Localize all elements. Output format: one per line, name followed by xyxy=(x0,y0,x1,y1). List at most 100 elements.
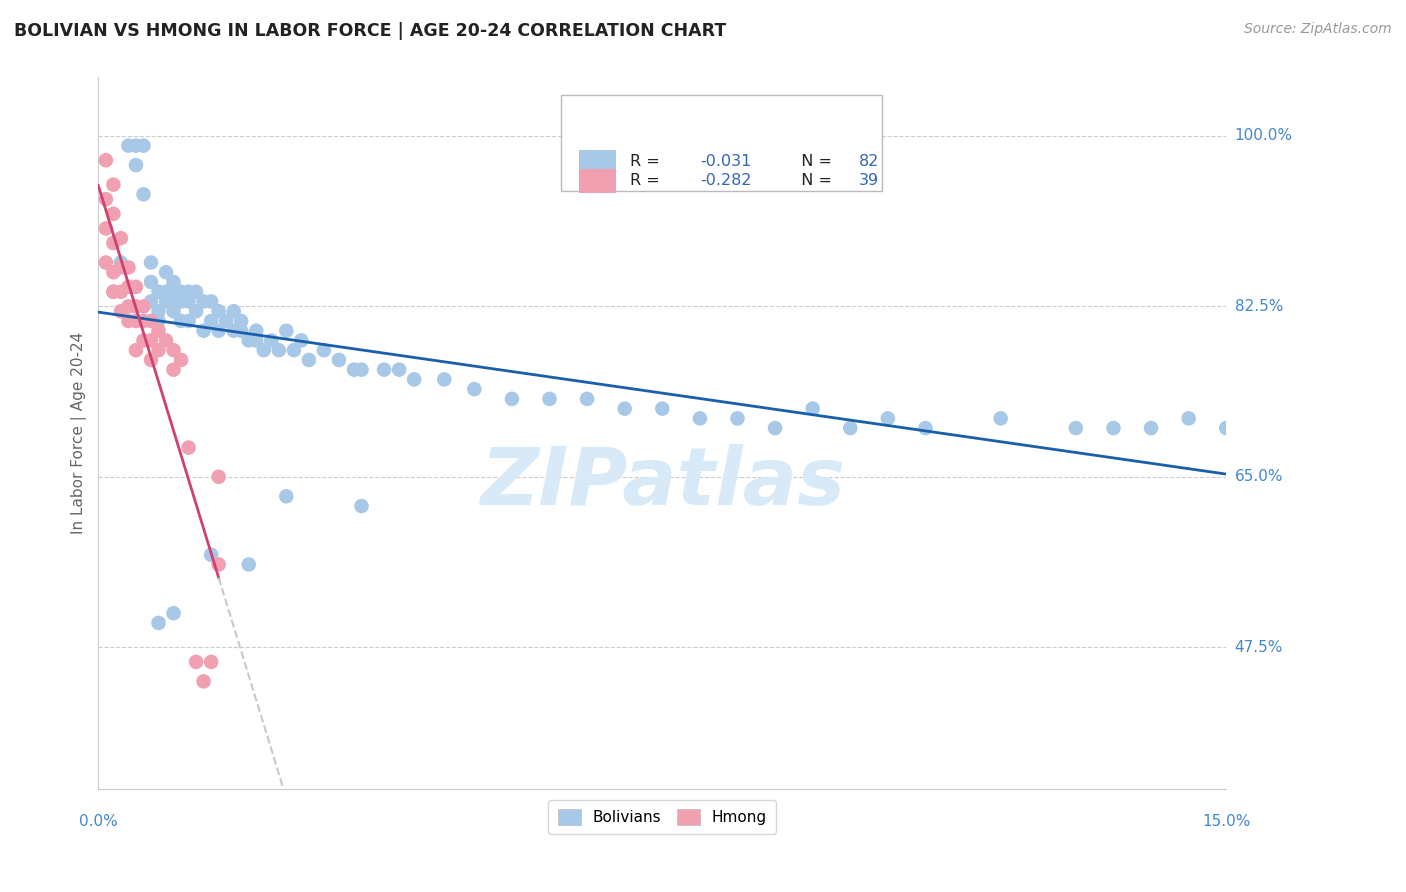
Point xyxy=(208,558,231,572)
Point xyxy=(193,674,215,689)
Text: 100.0%: 100.0% xyxy=(1234,128,1292,144)
Point xyxy=(238,334,260,348)
Point xyxy=(94,221,117,235)
Point xyxy=(1177,411,1199,425)
Point xyxy=(103,265,125,279)
Point xyxy=(276,489,298,503)
Point xyxy=(94,192,117,206)
Point xyxy=(276,324,298,338)
Text: -0.031: -0.031 xyxy=(700,154,752,169)
Point xyxy=(177,314,200,328)
Point xyxy=(208,324,231,338)
Point xyxy=(139,294,162,309)
Point xyxy=(132,299,155,313)
Point xyxy=(613,401,636,416)
Point xyxy=(162,285,184,299)
Point xyxy=(162,294,184,309)
Point xyxy=(170,285,193,299)
Text: 65.0%: 65.0% xyxy=(1234,469,1284,484)
Point xyxy=(162,275,184,289)
Point xyxy=(501,392,523,406)
Point xyxy=(94,255,117,269)
Point xyxy=(328,353,350,368)
Point xyxy=(125,158,148,172)
Point xyxy=(103,285,125,299)
Point xyxy=(125,299,148,313)
Text: 39: 39 xyxy=(859,173,879,188)
Point xyxy=(200,314,222,328)
Point xyxy=(245,324,267,338)
Point xyxy=(463,382,485,396)
Legend: Bolivians, Hmong: Bolivians, Hmong xyxy=(548,800,776,834)
Point xyxy=(132,187,155,202)
Point xyxy=(222,304,245,318)
Point xyxy=(103,207,125,221)
Point xyxy=(350,499,373,513)
Point xyxy=(155,285,177,299)
Point xyxy=(117,299,139,313)
Point xyxy=(148,343,170,358)
Point xyxy=(139,353,162,368)
Point xyxy=(876,411,898,425)
Point xyxy=(433,372,456,386)
Point xyxy=(1064,421,1087,435)
Point xyxy=(727,411,749,425)
Point xyxy=(117,314,139,328)
Text: Source: ZipAtlas.com: Source: ZipAtlas.com xyxy=(1244,22,1392,37)
Text: R =: R = xyxy=(630,173,665,188)
Point xyxy=(162,343,184,358)
Point xyxy=(103,285,125,299)
Point xyxy=(125,138,148,153)
Point xyxy=(117,260,139,275)
Point xyxy=(373,362,395,376)
Point xyxy=(148,324,170,338)
Point xyxy=(148,314,170,328)
Point xyxy=(404,372,426,386)
Text: 82: 82 xyxy=(859,154,879,169)
Text: -0.282: -0.282 xyxy=(700,173,752,188)
Point xyxy=(148,304,170,318)
Y-axis label: In Labor Force | Age 20-24: In Labor Force | Age 20-24 xyxy=(72,332,87,534)
Point xyxy=(208,304,231,318)
Point xyxy=(689,411,711,425)
Point xyxy=(193,324,215,338)
Point xyxy=(231,324,253,338)
Point xyxy=(155,294,177,309)
Point xyxy=(177,285,200,299)
Text: 47.5%: 47.5% xyxy=(1234,640,1282,655)
Point xyxy=(170,314,193,328)
Text: ZIPatlas: ZIPatlas xyxy=(479,443,845,522)
Point xyxy=(253,343,276,358)
Point xyxy=(538,392,561,406)
Point xyxy=(139,255,162,269)
Point xyxy=(139,314,162,328)
Point xyxy=(132,314,155,328)
Point xyxy=(162,304,184,318)
Point xyxy=(117,138,139,153)
Point xyxy=(1102,421,1125,435)
Point xyxy=(125,343,148,358)
Point xyxy=(170,294,193,309)
Point xyxy=(914,421,936,435)
Point xyxy=(1140,421,1163,435)
Point xyxy=(110,285,132,299)
Point xyxy=(298,353,321,368)
Point xyxy=(350,362,373,376)
Point xyxy=(238,558,260,572)
Point xyxy=(200,548,222,562)
Point xyxy=(155,334,177,348)
Point xyxy=(312,343,335,358)
Point xyxy=(110,231,132,245)
Text: BOLIVIAN VS HMONG IN LABOR FORCE | AGE 20-24 CORRELATION CHART: BOLIVIAN VS HMONG IN LABOR FORCE | AGE 2… xyxy=(14,22,727,40)
Point xyxy=(388,362,411,376)
Point xyxy=(260,334,283,348)
Point xyxy=(139,275,162,289)
Text: N =: N = xyxy=(792,173,837,188)
Point xyxy=(801,401,824,416)
Point xyxy=(215,314,238,328)
Point xyxy=(651,401,673,416)
Point xyxy=(148,285,170,299)
Point xyxy=(184,285,207,299)
Point xyxy=(343,362,366,376)
Point xyxy=(990,411,1012,425)
